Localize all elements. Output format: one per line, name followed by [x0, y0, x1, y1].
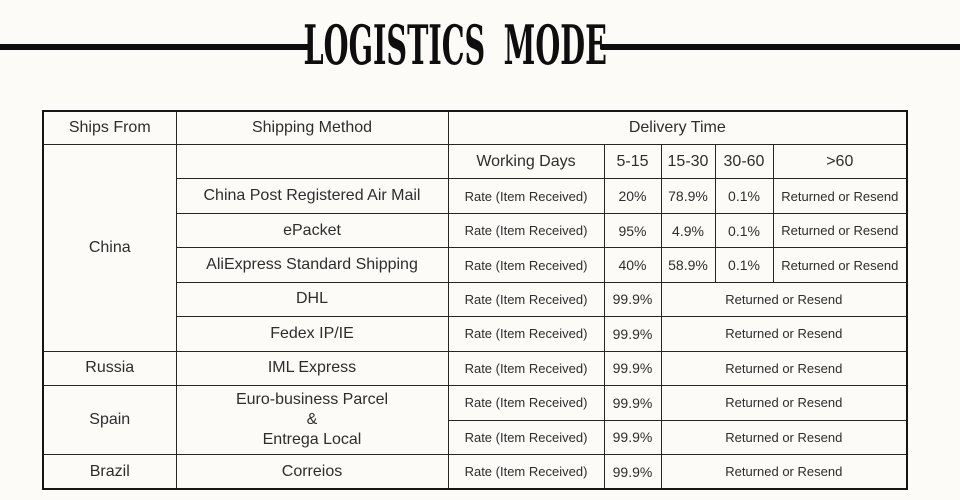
rate-label-cell: Rate (Item Received) [447, 454, 605, 490]
pct-5-15-cell: 20% [603, 178, 662, 214]
method-cell: Euro-business Parcel & Entrega Local [175, 385, 449, 456]
rate-label-cell: Rate (Item Received) [447, 247, 605, 283]
returned-or-resend-cell: Returned or Resend [660, 385, 908, 421]
table-row-spain-2: Rate (Item Received) 99.9% Returned or R… [43, 419, 908, 456]
method-cell: DHL [175, 281, 449, 318]
returned-or-resend-cell: Returned or Resend [660, 281, 908, 318]
table-subheader-row: China Working Days 5-15 15-30 30-60 >60 [42, 143, 908, 352]
title-wrap: LOGISTICS MODE [0, 18, 910, 72]
pct-30-60-cell: 0.1% [714, 247, 774, 283]
table-row-aliexpress: AliExpress Standard Shipping Rate (Item … [43, 247, 908, 283]
pct-30-60-cell: 0.1% [714, 212, 774, 249]
country-russia: Russia [42, 350, 177, 387]
pct-5-15-cell: 95% [603, 212, 662, 249]
rate-label-cell: Rate (Item Received) [447, 350, 605, 387]
rate-label-cell: Rate (Item Received) [447, 316, 605, 352]
method-cell: China Post Registered Air Mail [175, 178, 449, 214]
table-row-brazil: Brazil Correios Rate (Item Received) 99.… [42, 454, 908, 490]
page-title: LOGISTICS MODE [303, 13, 607, 77]
pct-5-15-cell: 40% [603, 247, 662, 283]
country-china: China [42, 143, 177, 352]
returned-or-resend-cell: Returned or Resend [660, 454, 908, 490]
rate-label-cell: Rate (Item Received) [447, 178, 605, 214]
pct-5-15-cell: 99.9% [603, 316, 662, 352]
logistics-table: Ships From Shipping Method Delivery Time… [42, 110, 909, 490]
title-rule-left [0, 44, 312, 50]
table-row-dhl: DHL Rate (Item Received) 99.9% Returned … [43, 281, 908, 318]
header-range-over-60: >60 [772, 143, 908, 180]
rate-label-cell: Rate (Item Received) [447, 419, 605, 456]
method-cell: ePacket [175, 212, 449, 249]
table-row-epacket: ePacket Rate (Item Received) 95% 4.9% 0.… [43, 212, 908, 249]
over-60-cell: Returned or Resend [772, 247, 908, 283]
country-spain: Spain [42, 385, 177, 456]
header-delivery-time: Delivery Time [447, 110, 908, 145]
header-range-5-15: 5-15 [603, 143, 662, 180]
pct-5-15-cell: 99.9% [603, 419, 662, 456]
pct-15-30-cell: 58.9% [660, 247, 716, 283]
over-60-cell: Returned or Resend [772, 212, 908, 249]
pct-5-15-cell: 99.9% [603, 281, 662, 318]
header-shipping-method: Shipping Method [175, 110, 449, 145]
table-row-russia-iml: Russia IML Express Rate (Item Received) … [42, 350, 908, 387]
pct-5-15-cell: 99.9% [603, 454, 662, 490]
pct-15-30-cell: 4.9% [660, 212, 716, 249]
title-rule-right [601, 44, 960, 50]
country-brazil: Brazil [42, 454, 177, 490]
rate-label-cell: Rate (Item Received) [447, 385, 605, 421]
table-row-spain-1: Spain Euro-business Parcel & Entrega Loc… [42, 385, 908, 456]
returned-or-resend-cell: Returned or Resend [660, 316, 908, 352]
header-working-days: Working Days [447, 143, 605, 180]
pct-5-15-cell: 99.9% [603, 350, 662, 387]
returned-or-resend-cell: Returned or Resend [660, 350, 908, 387]
header-ships-from: Ships From [42, 110, 177, 145]
over-60-cell: Returned or Resend [772, 178, 908, 214]
pct-30-60-cell: 0.1% [714, 178, 774, 214]
empty-cell [175, 143, 449, 180]
header-range-30-60: 30-60 [714, 143, 774, 180]
table-header-row: Ships From Shipping Method Delivery Time [42, 110, 908, 145]
pct-15-30-cell: 78.9% [660, 178, 716, 214]
method-cell: Correios [175, 454, 449, 490]
rate-label-cell: Rate (Item Received) [447, 281, 605, 318]
header-range-15-30: 15-30 [660, 143, 716, 180]
pct-5-15-cell: 99.9% [603, 385, 662, 421]
table-row-china-post: China Post Registered Air Mail Rate (Ite… [43, 178, 908, 214]
method-cell: AliExpress Standard Shipping [175, 247, 449, 283]
rate-label-cell: Rate (Item Received) [447, 212, 605, 249]
method-cell: Fedex IP/IE [175, 316, 449, 352]
table-row-fedex: Fedex IP/IE Rate (Item Received) 99.9% R… [43, 316, 908, 352]
returned-or-resend-cell: Returned or Resend [660, 419, 908, 456]
method-cell: IML Express [175, 350, 449, 387]
